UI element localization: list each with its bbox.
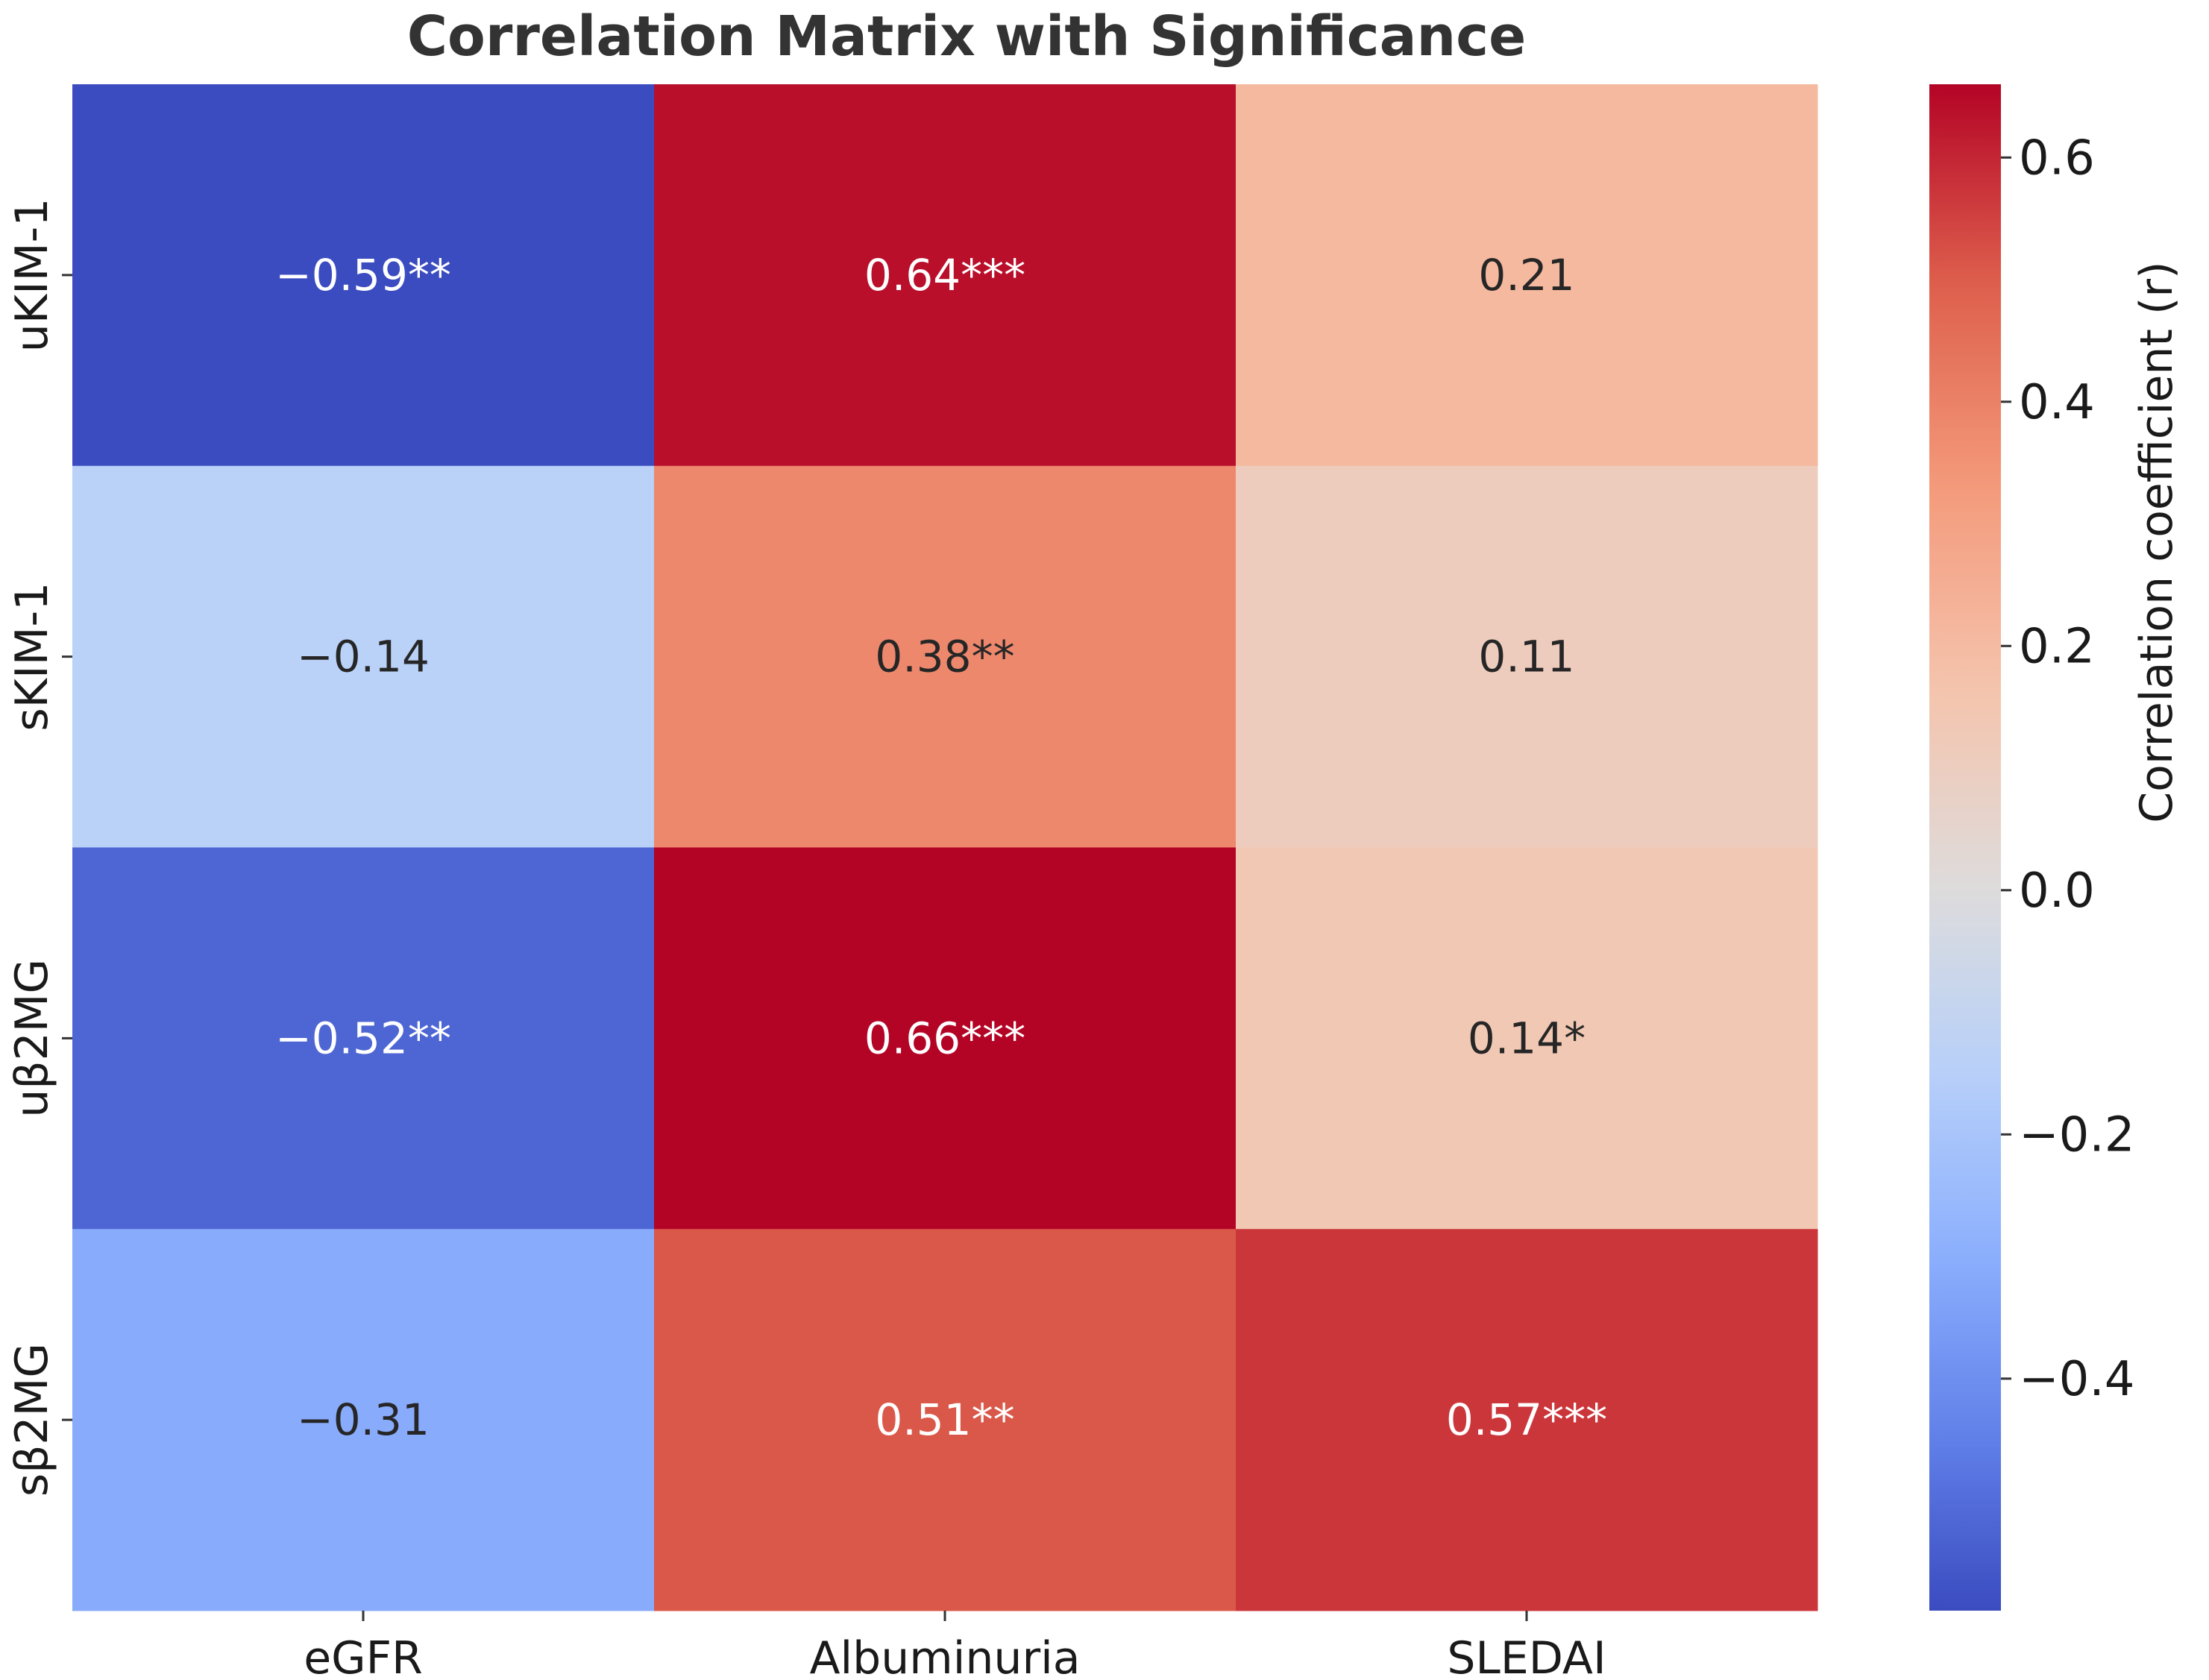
cell-annotation: 0.14* [1468, 1013, 1586, 1063]
chart-title: Correlation Matrix with Significance [407, 4, 1527, 69]
y-tick-label: sKIM-1 [6, 582, 58, 732]
cell-annotation: 0.64*** [864, 250, 1025, 301]
heatmap-cell-uKIM-1-Albuminuria [654, 84, 1237, 467]
cell-annotation: 0.57*** [1446, 1394, 1607, 1445]
colorbar-tick-label: 0.6 [2019, 130, 2095, 186]
heatmap-cell-uKIM-1-eGFR [72, 84, 655, 467]
colorbar-tick-label: 0.2 [2019, 619, 2095, 674]
heatmap-cell-labels: −0.59** 0.64*** 0.21 −0.14 0.38** 0.11 −0.52**… [275, 250, 1607, 1445]
cell-annotation: 0.38** [875, 632, 1014, 682]
x-axis-ticks: eGFR Albuminuria SLEDAI [304, 1611, 1606, 1680]
cell-annotation: 0.66*** [864, 1013, 1025, 1063]
cell-annotation: −0.14 [297, 632, 430, 682]
heatmap-cell-sβ2MG-Albuminuria [654, 1229, 1237, 1611]
colorbar-tick-label: −0.4 [2019, 1352, 2134, 1407]
heatmap-cells [72, 84, 1818, 1611]
colorbar-tick-label: 0.4 [2019, 375, 2095, 430]
colorbar [1929, 84, 2001, 1611]
heatmap-cell-sβ2MG-eGFR [72, 1229, 655, 1611]
y-axis-ticks: uKIM-1 sKIM-1 uβ2MG sβ2MG [6, 198, 72, 1497]
cell-annotation: −0.59** [275, 250, 451, 301]
heatmap-cell-uβ2MG-Albuminuria [654, 847, 1237, 1230]
y-tick-label: uβ2MG [6, 959, 58, 1118]
heatmap-cell-uβ2MG-eGFR [72, 847, 655, 1230]
colorbar-ticks: 0.6 0.4 0.2 0.0 −0.2 −0.4 [2001, 130, 2134, 1407]
x-tick-label: SLEDAI [1447, 1632, 1606, 1680]
heatmap-cell-sKIM-1-eGFR [72, 465, 655, 848]
heatmap-cell-sKIM-1-Albuminuria [654, 465, 1237, 848]
colorbar-tick-label: 0.0 [2019, 863, 2095, 919]
heatmap-cell-sKIM-1-SLEDAI [1236, 465, 1818, 848]
y-tick-label: uKIM-1 [6, 198, 58, 353]
heatmap-cell-uβ2MG-SLEDAI [1236, 847, 1818, 1230]
x-tick-label: Albuminuria [809, 1632, 1080, 1680]
cell-annotation: −0.31 [297, 1394, 430, 1445]
cell-annotation: 0.21 [1478, 250, 1574, 301]
cell-annotation: 0.51** [875, 1394, 1014, 1445]
heatmap-cell-uKIM-1-SLEDAI [1236, 84, 1818, 467]
cell-annotation: 0.11 [1478, 632, 1574, 682]
cell-annotation: −0.52** [275, 1013, 451, 1063]
heatmap-cell-sβ2MG-SLEDAI [1236, 1229, 1818, 1611]
x-tick-label: eGFR [304, 1632, 423, 1680]
colorbar-label: Correlation coefficient (r) [2131, 261, 2183, 822]
colorbar-tick-label: −0.2 [2019, 1107, 2134, 1163]
y-tick-label: sβ2MG [6, 1343, 58, 1497]
